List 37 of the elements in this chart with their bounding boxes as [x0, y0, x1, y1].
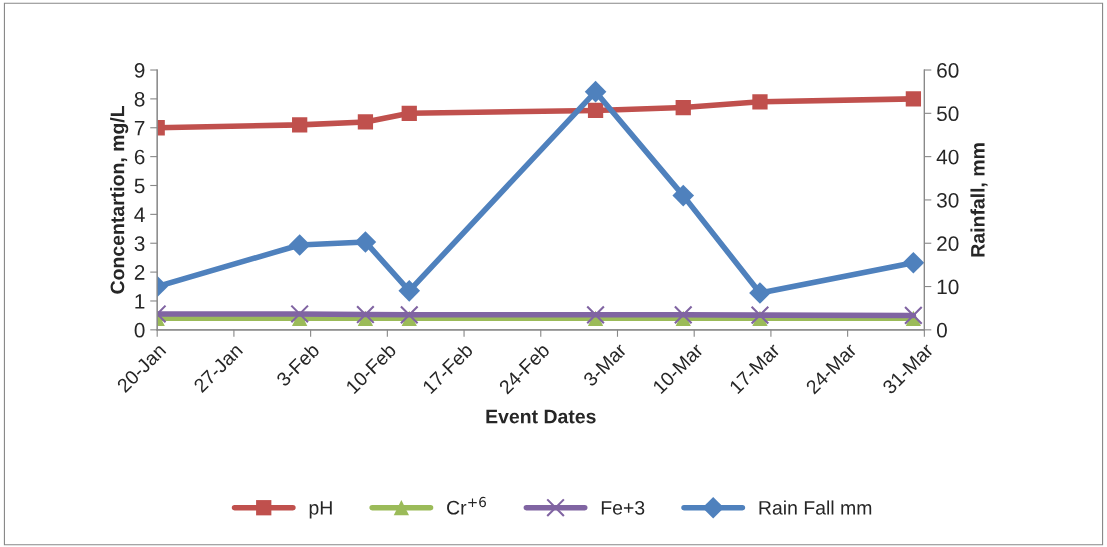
y2-tick-label: 20: [937, 236, 959, 251]
legend-label: Cr$^{+6}$: [447, 496, 486, 515]
y-tick-label: 2: [134, 265, 145, 280]
point: [292, 117, 308, 133]
legend-label: Fe+3: [601, 500, 645, 515]
y-tick-label: 0: [134, 322, 145, 338]
y-axis-title: Concentartion, mg/L: [110, 106, 129, 294]
x-axis-title: Event Dates: [486, 409, 596, 424]
y2-tick-label: 30: [936, 192, 959, 208]
y2-axis-title: Rainfall, mm: [970, 143, 988, 257]
y2-tick-label: 0: [936, 322, 947, 338]
y-tick-label: 1: [135, 294, 145, 309]
point: [752, 94, 768, 110]
y-tick-label: 5: [134, 178, 145, 194]
point: [749, 282, 771, 304]
point: [672, 184, 695, 207]
y-tick-label: 9: [134, 63, 145, 78]
y2-tick-label: 60: [937, 63, 959, 78]
point: [750, 305, 770, 325]
point: [401, 105, 417, 121]
point: [357, 114, 374, 130]
legend-label: pH: [309, 501, 332, 519]
y-tick-label: 6: [134, 149, 145, 165]
y-tick-label: 8: [134, 91, 145, 107]
point: [290, 304, 310, 324]
y-tick-label: 3: [134, 236, 145, 251]
point: [399, 305, 419, 325]
point: [288, 234, 311, 256]
point: [398, 280, 421, 302]
y2-tick-label: 10: [937, 279, 959, 295]
y2-tick-label: 40: [936, 149, 959, 165]
y-tick-label: 4: [134, 207, 145, 222]
point: [356, 305, 375, 324]
point: [354, 231, 377, 253]
y-tick-label: 7: [134, 120, 145, 136]
legend-label: Rain Fall mm: [759, 500, 872, 515]
y2-tick-label: 50: [936, 106, 959, 122]
